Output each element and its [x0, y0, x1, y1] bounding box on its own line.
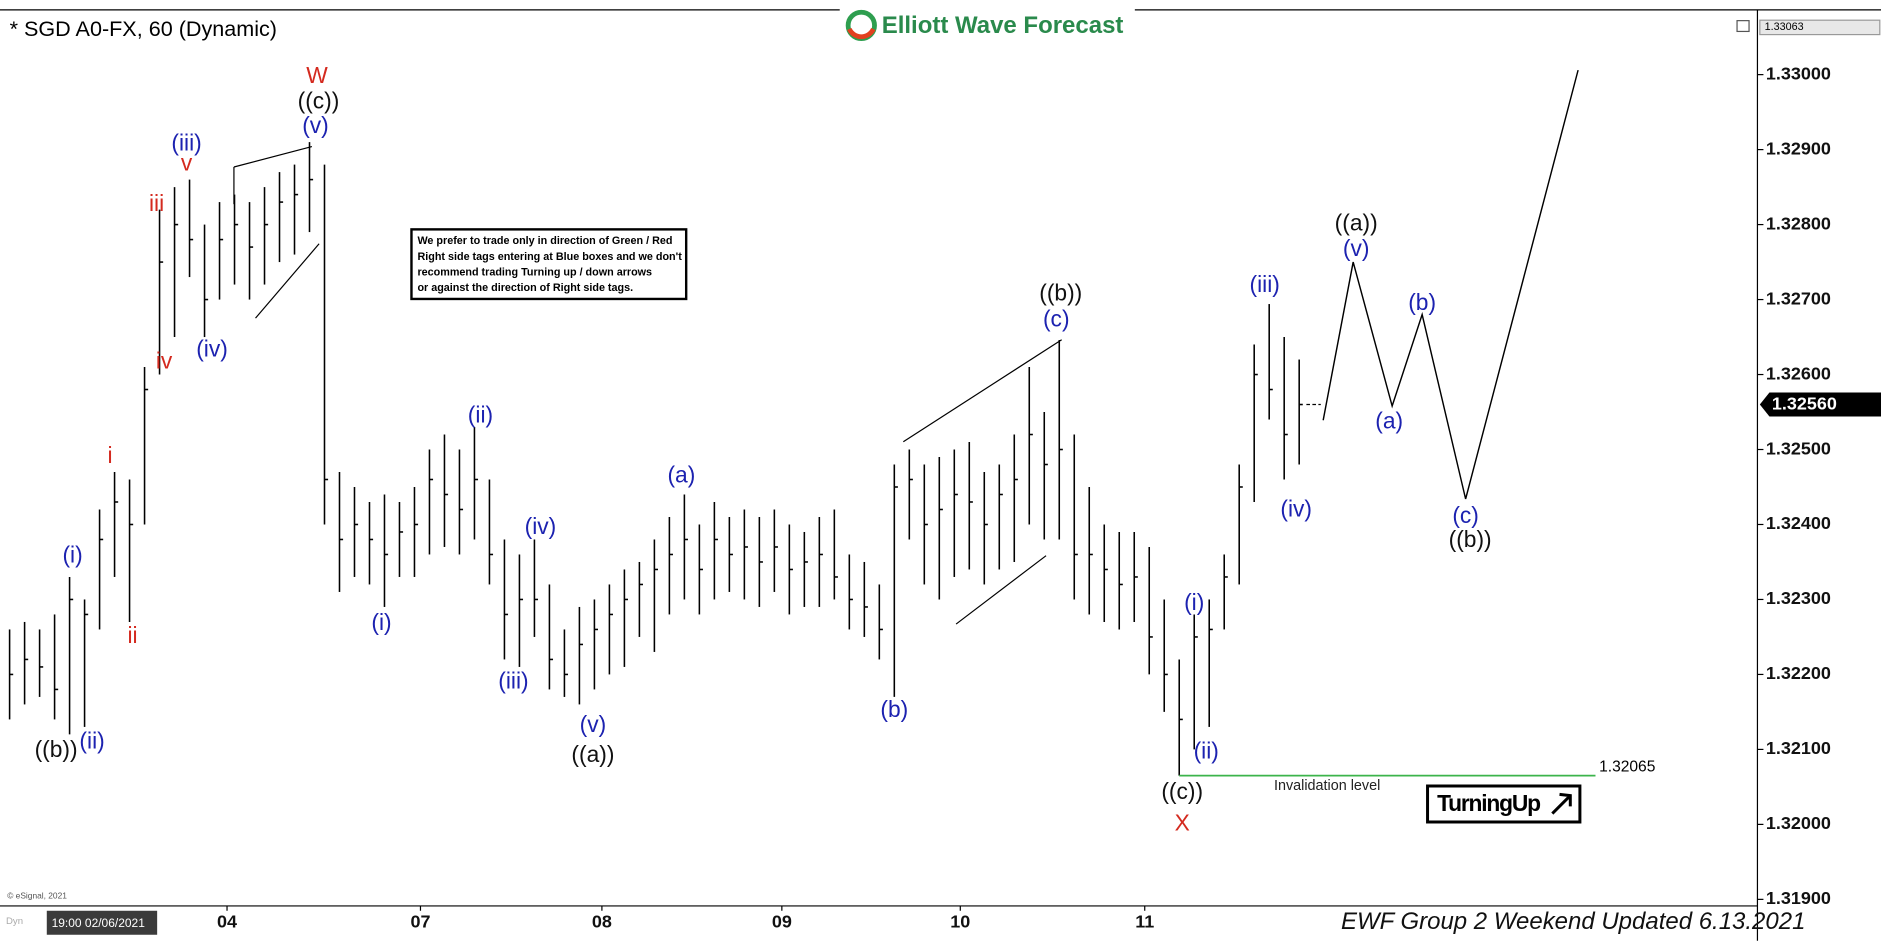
wave-label: (ii) — [79, 728, 104, 754]
wave-label: (iii) — [498, 668, 528, 694]
logo-bg — [839, 7, 1135, 44]
wave-label: (i) — [1184, 589, 1204, 615]
copyright: © eSignal, 2021 — [7, 891, 67, 901]
cursor-time-box — [46, 910, 158, 935]
y-tick-label: 1.33000 — [1766, 63, 1831, 83]
y-tick-label: 1.31900 — [1766, 888, 1831, 908]
x-tick-label: 08 — [592, 912, 612, 932]
y-tick-label: 1.32200 — [1766, 663, 1831, 683]
wave-label: (v) — [1343, 235, 1370, 261]
note-line: or against the direction of Right side t… — [417, 282, 633, 294]
footer: EWF Group 2 Weekend Updated 6.13.2021 — [1341, 908, 1805, 935]
y-tick-label: 1.32100 — [1766, 738, 1831, 758]
wave-label: (a) — [667, 462, 695, 488]
x-tick-label: 04 — [217, 912, 237, 932]
note-line: We prefer to trade only in direction of … — [417, 235, 672, 247]
x-tick-label: 11 — [1135, 912, 1154, 932]
x-tick-label: 10 — [950, 912, 970, 932]
wave-label: (iii) — [1250, 271, 1280, 297]
badge-text: TurningUp — [1437, 790, 1540, 816]
wave-label: ((b)) — [1039, 279, 1082, 305]
wave-label: (b) — [1408, 289, 1436, 315]
wave-label: (iv) — [196, 336, 228, 362]
last-price-label: 1.32560 — [1772, 393, 1837, 413]
wave-label: (ii) — [468, 402, 493, 428]
y-tick-label: 1.32000 — [1766, 813, 1831, 833]
y-tick-label: 1.32700 — [1766, 288, 1831, 308]
x-tick-label: 07 — [410, 912, 430, 932]
badge-arrow — [1551, 792, 1572, 815]
wave-label: (v) — [580, 711, 607, 737]
y-tick-label: 1.32500 — [1766, 438, 1831, 458]
wave-label: ii — [127, 622, 137, 648]
chart-title: * SGD A0-FX, 60 (Dynamic) — [10, 16, 277, 41]
trendline — [233, 146, 313, 168]
wave-label: ((a)) — [571, 741, 614, 767]
logo: Elliott Wave Forecast — [839, 7, 1135, 44]
wave-label: ((a)) — [1335, 210, 1378, 236]
trendline — [955, 555, 1047, 625]
note-frame — [410, 228, 688, 301]
wave-label: (iv) — [525, 513, 557, 539]
wave-label: ((c)) — [298, 87, 340, 113]
wave-label: W — [306, 62, 328, 88]
logo-text: Elliott Wave Forecast — [882, 12, 1124, 39]
wave-label: (c) — [1452, 502, 1479, 528]
wave-label: (ii) — [1194, 737, 1219, 763]
logo-ring-part — [847, 27, 876, 40]
wave-label: (i) — [62, 542, 82, 568]
axis-top-label: 1.33063 — [1765, 21, 1804, 33]
wave-label: (iv) — [1280, 495, 1312, 521]
wave-label: (c) — [1043, 306, 1070, 332]
wave-label: (b) — [880, 696, 908, 722]
y-tick-label: 1.32800 — [1766, 213, 1831, 233]
invalidation-value: 1.32065 — [1599, 758, 1656, 775]
wave-label: ((c)) — [1161, 778, 1203, 804]
trendline — [902, 339, 1062, 443]
trendline — [255, 243, 320, 319]
note-box: We prefer to trade only in direction of … — [410, 228, 688, 301]
wave-label: ((b)) — [1449, 526, 1492, 552]
turning-up-badge: TurningUp — [1426, 784, 1582, 824]
window-icon — [1736, 20, 1750, 33]
y-tick-label: 1.32600 — [1766, 363, 1831, 383]
wave-label: (iii) — [171, 129, 201, 155]
wave-label: i — [108, 442, 113, 468]
trendlines — [233, 146, 1062, 625]
axis-top-tag — [1759, 19, 1881, 36]
y-tick-label: 1.32300 — [1766, 588, 1831, 608]
note-line: Right side tags entering at Blue boxes a… — [417, 251, 682, 263]
last-price-tag — [1759, 392, 1881, 417]
y-tick-label: 1.32900 — [1766, 138, 1831, 158]
wave-label: v — [181, 150, 193, 176]
cursor-time: 19:00 02/06/2021 — [52, 916, 146, 930]
wave-label: ((b)) — [35, 736, 78, 762]
note-line: recommend trading Turning up / down arro… — [417, 266, 652, 278]
invalidation-label: Invalidation level — [1274, 778, 1380, 794]
wave-label: (a) — [1375, 408, 1403, 434]
wave-label: X — [1175, 809, 1190, 835]
projection-path — [1322, 69, 1579, 500]
badge-frame — [1426, 784, 1582, 824]
y-tick-label: 1.32400 — [1766, 513, 1831, 533]
wave-label: iv — [156, 348, 173, 374]
wave-label: (v) — [302, 112, 329, 138]
wave-label: iii — [149, 190, 164, 216]
wave-label: (i) — [371, 609, 391, 635]
cursor-prefix: Dyn — [6, 916, 23, 927]
x-tick-label: 09 — [772, 912, 792, 932]
